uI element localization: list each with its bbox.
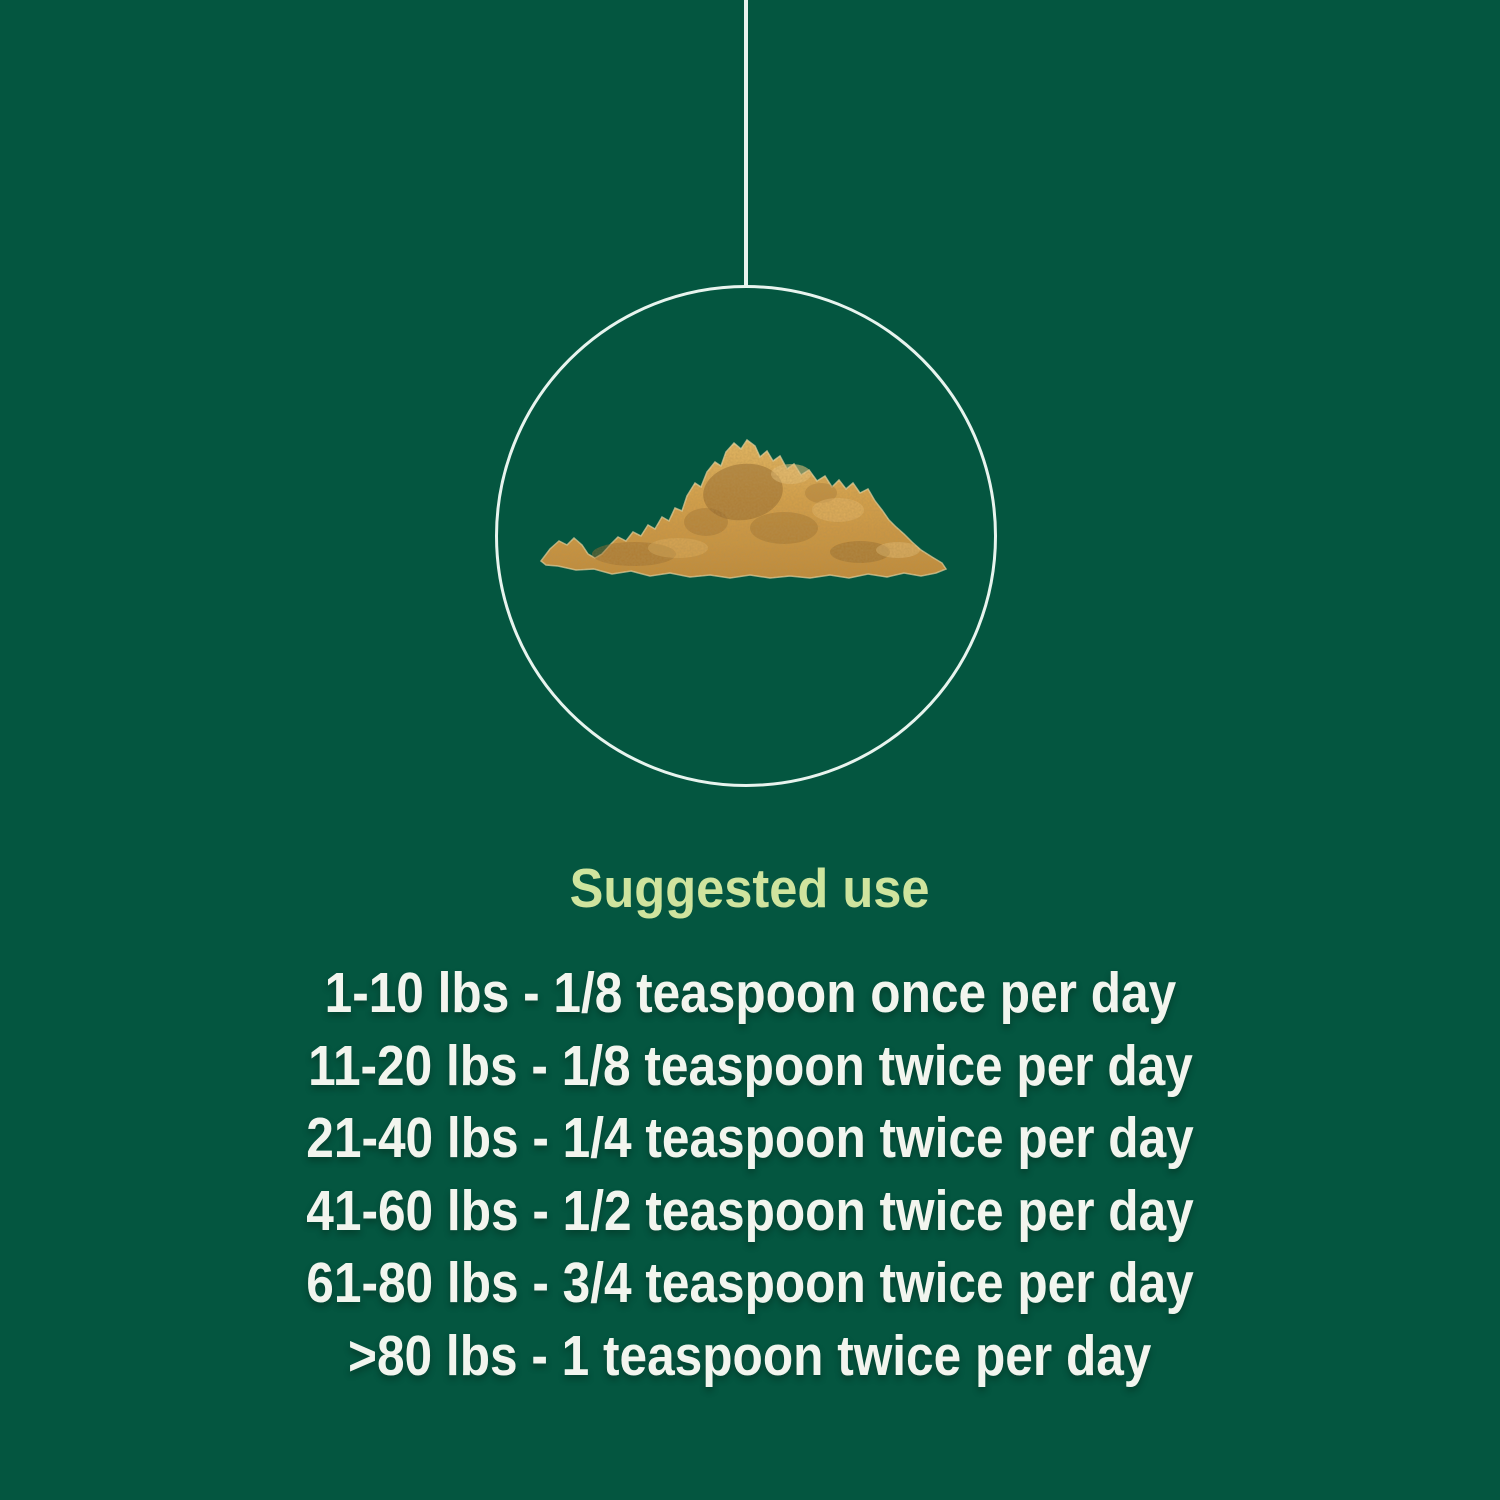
dosage-line-text: 11-20 lbs - 1/8 teaspoon twice per day — [307, 1033, 1193, 1098]
dosage-line: >80 lbs - 1 teaspoon twice per day — [0, 1320, 1500, 1393]
circle-outline-icon — [495, 285, 997, 787]
dosage-line-text: >80 lbs - 1 teaspoon twice per day — [348, 1323, 1152, 1388]
dosage-line: 41-60 lbs - 1/2 teaspoon twice per day — [0, 1175, 1500, 1248]
dosage-list: 1-10 lbs - 1/8 teaspoon once per day 11-… — [0, 957, 1500, 1392]
suggested-use-heading-text: Suggested use — [570, 857, 930, 919]
dosage-line: 61-80 lbs - 3/4 teaspoon twice per day — [0, 1247, 1500, 1320]
dosage-line: 11-20 lbs - 1/8 teaspoon twice per day — [0, 1030, 1500, 1103]
powder-pile-icon — [539, 438, 948, 579]
dosage-line-text: 1-10 lbs - 1/8 teaspoon once per day — [324, 961, 1176, 1025]
dosage-line-text: 61-80 lbs - 3/4 teaspoon twice per day — [306, 1251, 1194, 1315]
dosage-line-text: 41-60 lbs - 1/2 teaspoon twice per day — [306, 1178, 1194, 1243]
dosage-line-text: 21-40 lbs - 1/4 teaspoon twice per day — [306, 1106, 1194, 1170]
hanging-string-line-icon — [744, 0, 748, 288]
dosage-line: 21-40 lbs - 1/4 teaspoon twice per day — [0, 1102, 1500, 1175]
dosage-line: 1-10 lbs - 1/8 teaspoon once per day — [0, 957, 1500, 1030]
suggested-use-heading: Suggested use — [0, 856, 1500, 920]
